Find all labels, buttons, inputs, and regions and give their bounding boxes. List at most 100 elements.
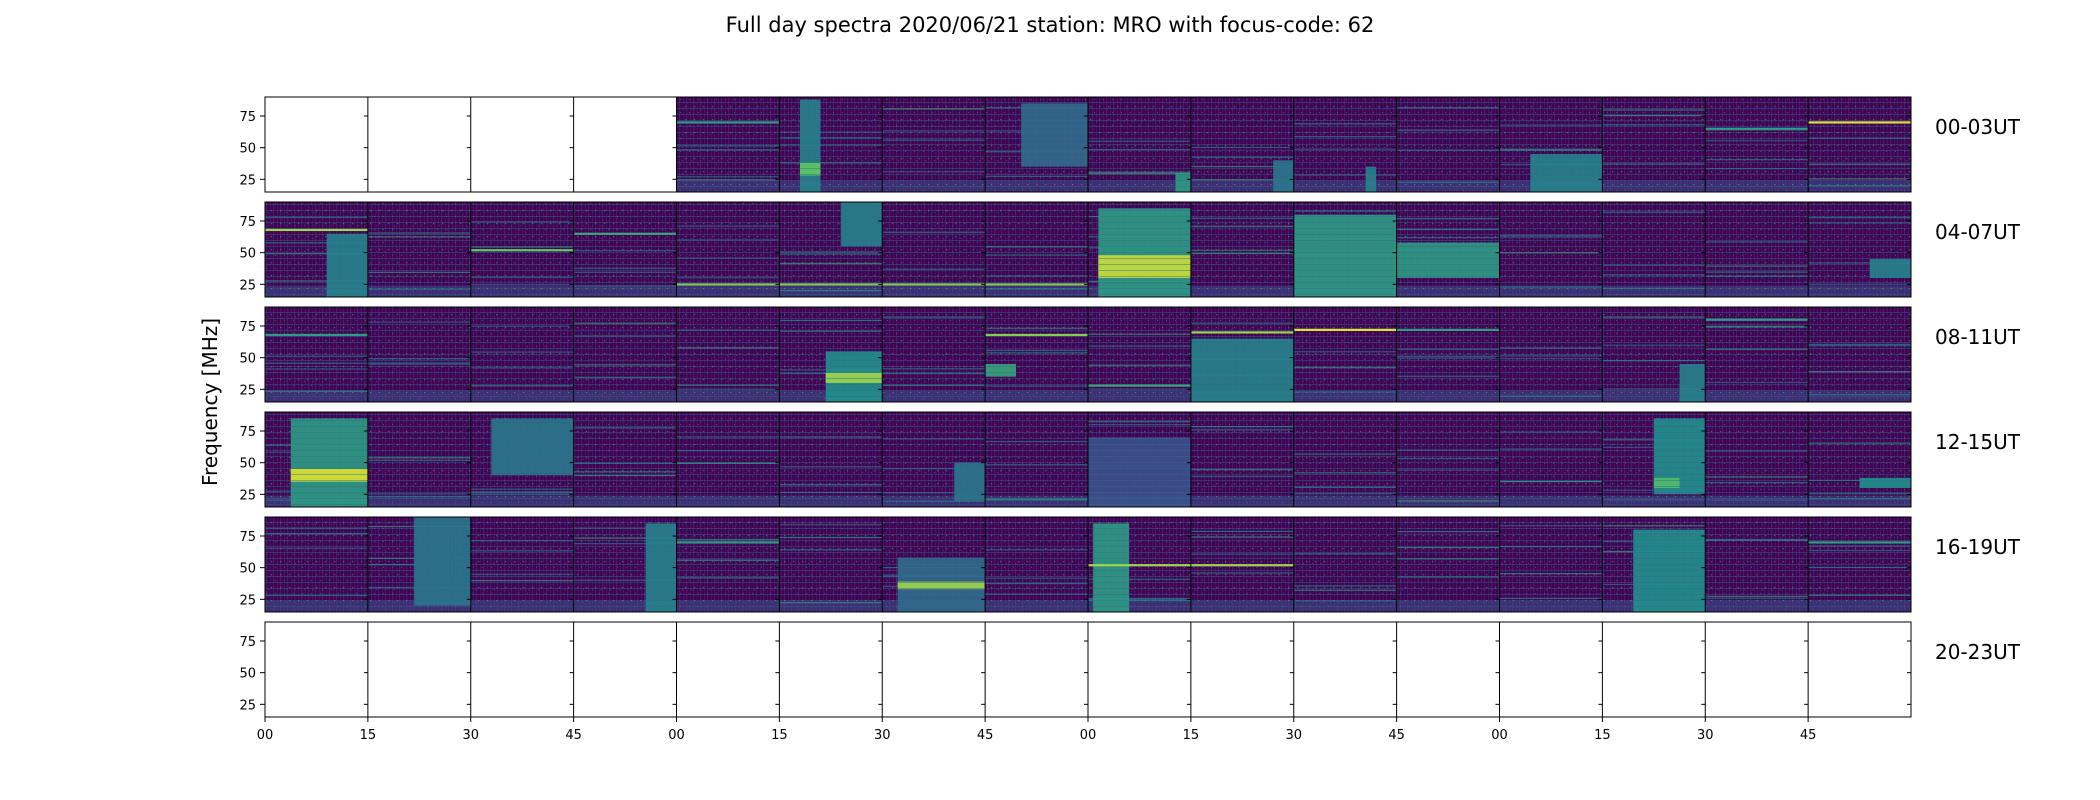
rfi-line xyxy=(1396,107,1500,109)
texture-speckle xyxy=(1190,202,1294,297)
rfi-line xyxy=(367,271,471,273)
burst-texture xyxy=(841,202,883,247)
texture-speckle xyxy=(1705,97,1809,192)
rfi-line xyxy=(1705,271,1809,273)
texture-speckle xyxy=(573,412,677,507)
spectrogram-panel xyxy=(1499,97,1603,192)
rfi-line xyxy=(1396,531,1500,533)
emission-line xyxy=(265,333,368,337)
rfi-line xyxy=(1808,545,1911,547)
row-frame xyxy=(264,201,1912,298)
rfi-line xyxy=(367,457,471,459)
rfi-line xyxy=(470,550,574,552)
burst-texture xyxy=(290,469,368,482)
rfi-line xyxy=(779,162,883,164)
spectrogram-panel xyxy=(881,412,986,507)
spectra-row: 75 50 25 08-11UT xyxy=(239,306,2021,403)
emission-line xyxy=(1190,564,1294,567)
spectrogram-panel xyxy=(676,202,780,297)
x-tick-label: 45 xyxy=(977,728,994,743)
burst-texture xyxy=(985,364,1016,377)
rfi-line xyxy=(1808,163,1911,165)
rfi-line xyxy=(470,573,574,575)
spectrogram-panel xyxy=(1704,202,1809,297)
rfi-line xyxy=(1705,265,1809,267)
spectrogram-panel xyxy=(984,307,1088,402)
spectrogram-panel xyxy=(367,517,471,612)
spectrogram-panel xyxy=(984,97,1088,192)
rfi-line xyxy=(1808,283,1911,285)
spectrogram-panel xyxy=(573,97,677,192)
texture-speckle xyxy=(882,307,986,402)
texture-speckle xyxy=(676,307,780,402)
rfi-line xyxy=(367,236,471,238)
emission-line xyxy=(882,283,986,286)
rfi-line xyxy=(676,329,780,331)
spectrogram-panel xyxy=(470,517,574,612)
rfi-line xyxy=(779,253,883,255)
burst-texture xyxy=(1093,523,1130,612)
spectrogram-panel xyxy=(1499,412,1603,507)
rfi-line xyxy=(882,139,986,141)
rfi-line xyxy=(985,577,1088,579)
texture-speckle xyxy=(1705,202,1809,297)
rfi-line xyxy=(573,267,677,269)
rfi-line xyxy=(367,459,471,461)
spectrogram-panel xyxy=(264,202,368,297)
x-tick-label: 00 xyxy=(668,728,685,743)
burst-texture xyxy=(1098,255,1191,278)
rfi-line xyxy=(1499,252,1603,254)
emission-line xyxy=(985,333,1088,337)
spectrogram-panel xyxy=(1499,202,1603,297)
rfi-line xyxy=(1808,549,1911,552)
spectrogram-panel xyxy=(573,202,677,297)
rfi-line xyxy=(1808,217,1911,219)
spectrogram-panel xyxy=(778,202,883,297)
rfi-line xyxy=(1396,355,1500,358)
rfi-line xyxy=(1705,159,1809,161)
spectrogram-panel xyxy=(367,202,471,297)
x-tick-label: 30 xyxy=(1697,728,1714,743)
burst-texture xyxy=(825,372,883,383)
rfi-line xyxy=(1602,344,1706,346)
rfi-line xyxy=(573,543,677,545)
rfi-line xyxy=(1499,355,1603,357)
emission-line xyxy=(985,283,1088,286)
burst-texture xyxy=(1396,242,1500,278)
rfi-line xyxy=(367,321,471,323)
rfi-line xyxy=(1190,469,1294,471)
y-tick-label: 50 xyxy=(239,667,256,682)
spectrogram-panel xyxy=(1087,307,1191,402)
rfi-line xyxy=(367,493,471,495)
rfi-line xyxy=(1088,599,1191,601)
spectrogram-panel xyxy=(1807,622,1911,717)
rfi-line xyxy=(985,499,1088,501)
rfi-line xyxy=(985,352,1088,354)
burst-texture xyxy=(326,233,368,297)
spectrogram-panel xyxy=(676,307,780,402)
spectrogram-panel xyxy=(1601,97,1706,192)
rfi-line xyxy=(1602,316,1706,318)
y-tick-label: 75 xyxy=(239,320,256,335)
spectrogram-panel xyxy=(1499,307,1603,402)
rfi-line xyxy=(367,495,471,498)
spectrogram-panel xyxy=(1087,202,1191,297)
rfi-line xyxy=(1499,597,1603,599)
burst-texture xyxy=(290,418,368,507)
y-tick-label: 50 xyxy=(239,142,256,157)
rfi-line xyxy=(1602,274,1706,276)
rfi-line xyxy=(882,108,986,110)
rfi-line xyxy=(1705,167,1809,170)
texture-speckle xyxy=(1808,202,1911,297)
rfi-line xyxy=(1190,252,1294,255)
rfi-line xyxy=(1190,249,1294,251)
rfi-line xyxy=(779,549,883,551)
row-label: 04-07UT xyxy=(1935,220,2021,244)
rfi-line xyxy=(985,582,1088,585)
rfi-line xyxy=(573,579,677,581)
rfi-line xyxy=(573,474,677,477)
rfi-line xyxy=(1293,148,1397,150)
spectrogram-panel xyxy=(1704,307,1809,402)
rfi-line xyxy=(265,242,368,244)
rfi-line xyxy=(779,251,883,253)
